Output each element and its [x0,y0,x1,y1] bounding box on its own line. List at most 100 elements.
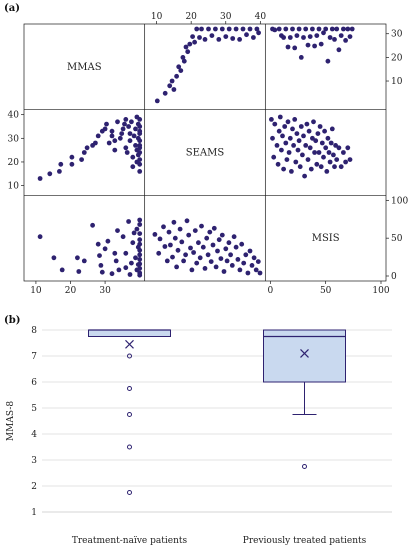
scatter-point [284,157,290,163]
scatter-point [130,240,136,246]
scatter-point [189,267,195,273]
scatter-point [105,238,111,244]
scatter-point [245,270,251,276]
scatter-point [124,150,130,155]
scatter-point [137,266,143,271]
scatter-point [69,154,75,160]
matrix-frame [23,23,387,282]
scatter-point [180,55,186,60]
scatter-point [133,143,138,148]
right-tick-label: 0 [391,272,397,282]
scatter-point [298,124,304,129]
scatter-point [302,173,307,179]
scatter-point [338,33,344,38]
scatter-point [328,140,334,146]
scatter-point [167,83,173,89]
scatter-point [126,219,131,224]
scatter-point [81,150,87,155]
scatter-point [137,252,143,258]
scatter-point [169,78,175,84]
scatter-point [137,261,143,267]
scatter-point [197,35,202,40]
scatter-point [174,73,180,79]
scatter-point [137,117,143,122]
outlier-point [127,444,132,450]
scatter-point [257,270,263,276]
scatter-point [79,157,84,163]
scatter-point [327,159,333,165]
scatter-point [297,164,303,170]
scatter-point [332,164,337,170]
scatter-point [251,255,257,261]
scatter-point [102,126,108,132]
scatter-point [249,263,255,268]
scatter-point [192,228,198,234]
scatter-point [188,245,193,251]
scatter-point [282,124,288,129]
bottom-tick-label: 20 [65,286,77,296]
scatter-point [168,242,173,248]
scatter-point [84,145,90,151]
scatter-point [137,241,143,247]
scatter-point [322,128,327,134]
left-tick-label: 30 [8,134,20,144]
scatter-point [166,229,172,235]
scatter-point [231,234,237,240]
scatter-point [58,161,64,167]
scatter-point [175,247,181,253]
scatter-point [210,242,216,248]
scatter-point [338,164,344,170]
scatter-point [194,260,200,266]
bottom-tick-label: 10 [30,286,42,296]
scatter-point [219,232,225,238]
scatter-point [271,154,277,160]
scatter-point [237,267,243,273]
scatter-point [331,152,336,158]
scatter-point [244,32,249,38]
scatter-point [293,159,299,165]
scatter-point [199,26,204,32]
scatter-point [345,145,351,151]
scatter-point [315,131,321,137]
y-tick-label: 1 [31,508,37,518]
scatter-point [332,37,337,42]
scatter-point [283,140,289,146]
scatter-point [97,253,102,258]
scatter-point [240,26,246,32]
scatter-point [283,26,289,32]
scatter-point [211,225,217,231]
panel-a-label: (a) [4,3,20,14]
scatter-point [37,176,43,181]
scatter-point [187,41,193,47]
scatter-point [216,237,222,243]
scatter-point [137,257,143,262]
scatter-point [196,240,201,246]
scatter-point [183,44,189,50]
scatter-point [164,258,170,264]
scatter-point [294,131,300,137]
scatter-point [321,30,326,36]
scatter-point [123,117,129,122]
bottom-tick-label: 0 [267,286,273,296]
scatter-point [205,252,211,258]
scatter-point [235,257,241,262]
scatter-point [303,26,309,32]
scatter-point [292,117,298,122]
scatter-point [171,87,177,92]
scatter-point [202,37,208,42]
scatter-point [199,223,204,229]
scatter-point [307,34,313,39]
scatter-point [109,128,115,134]
scatter-point [161,224,166,230]
scatter-point [237,37,243,42]
scatter-point [137,150,143,155]
scatter-point [133,255,138,261]
scatter-point [341,150,346,155]
scatter-point [314,161,320,167]
scatter-point [290,26,295,32]
scatter-point [131,230,137,236]
scatter-point [223,34,229,39]
scatter-point [123,265,129,271]
scatter-point [95,133,101,139]
scatter-point [301,133,306,139]
